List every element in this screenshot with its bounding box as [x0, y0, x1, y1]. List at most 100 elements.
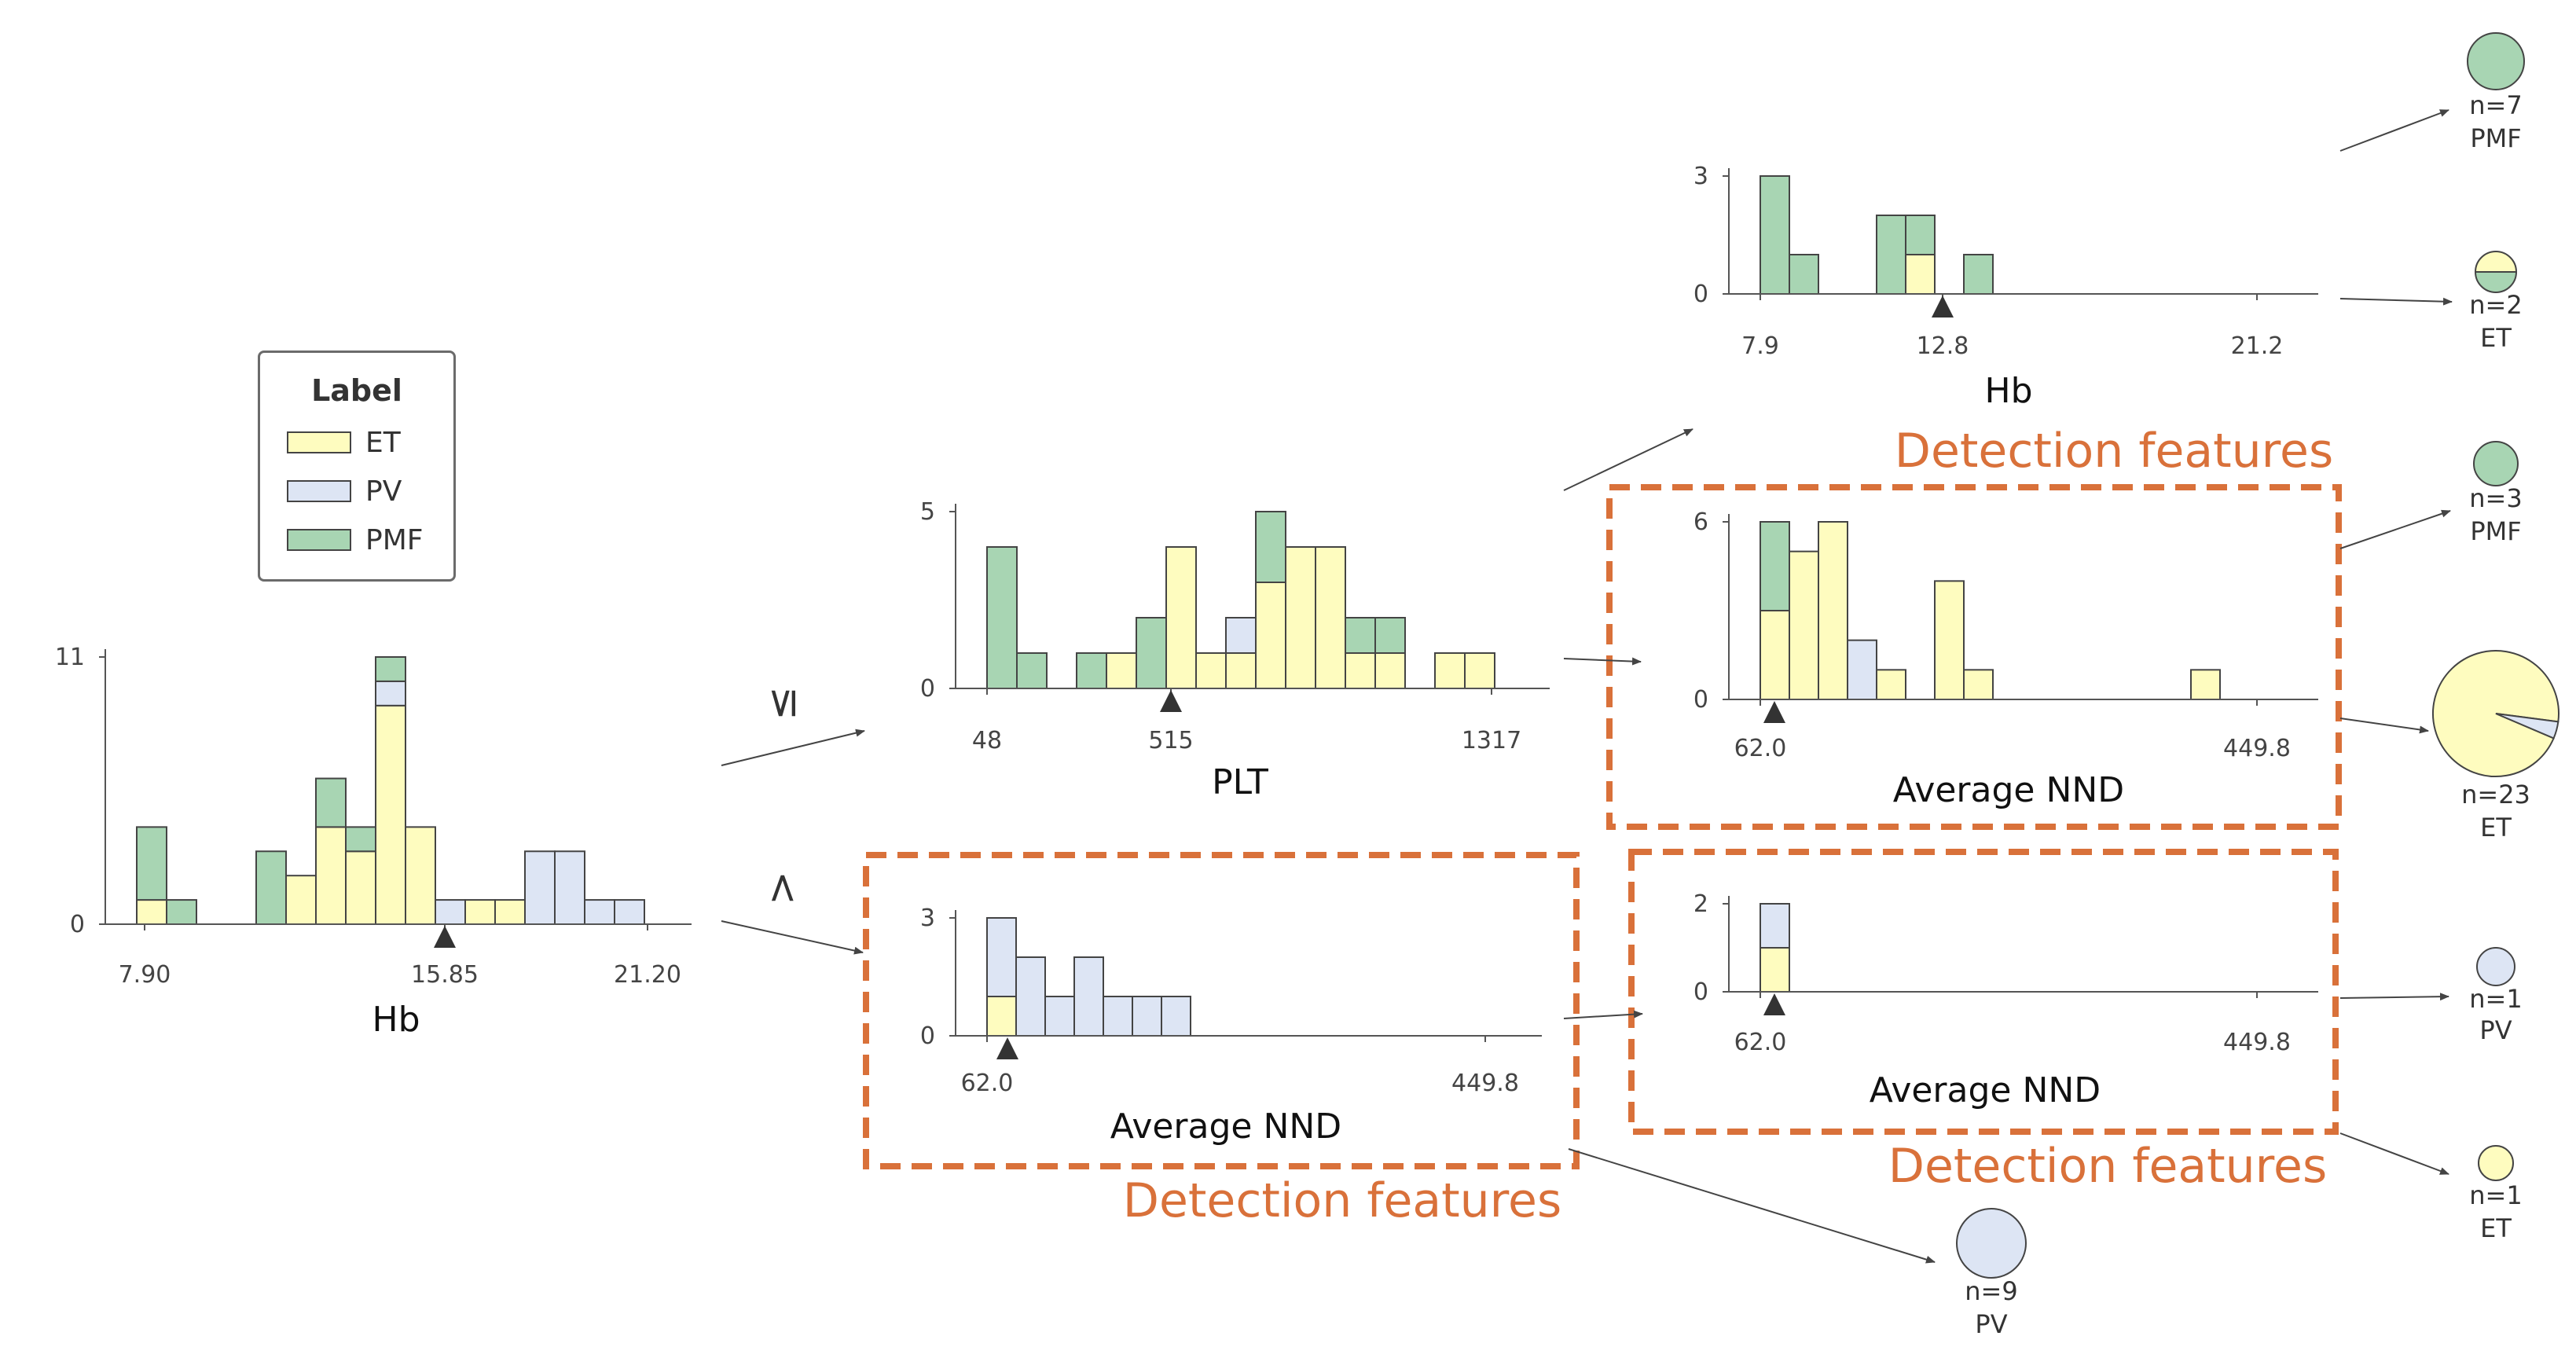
- split-marker-icon: [996, 1037, 1018, 1059]
- leaf-et1-count: n=1: [2469, 1180, 2522, 1210]
- bar-et: [2190, 669, 2221, 700]
- legend-swatch-et: [287, 431, 351, 453]
- legend-item-et: ET: [287, 426, 401, 459]
- detection-features-label-top: Detection features: [1895, 424, 2333, 479]
- x-tick-label: 12.8: [1917, 332, 1969, 360]
- leaf-pmf3-label: PMF: [2470, 516, 2521, 546]
- leaf-pmf3-pie: [2473, 441, 2519, 486]
- edge-hb2-to-leaf-pmf7: [2339, 109, 2449, 152]
- leaf-et2-count: n=2: [2469, 290, 2522, 320]
- y-tick-label: 3: [920, 905, 935, 932]
- leaf-pmf3-count: n=3: [2469, 483, 2522, 513]
- edge-nnd-mid-to-leaf-pmf3: [2339, 509, 2451, 549]
- bar-pv: [1132, 996, 1162, 1037]
- edge-root-to-plt: [721, 729, 865, 766]
- bar-et: [1905, 254, 1936, 295]
- leaf-slice: [2474, 251, 2518, 273]
- leaf-slice: [2473, 441, 2519, 486]
- x-tick-label: 62.0: [1734, 735, 1787, 762]
- leaf-pv9-label: PV: [1975, 1309, 2007, 1339]
- bar-et: [1195, 652, 1227, 689]
- detection-box-low: [1628, 849, 2339, 1135]
- legend-title: Label: [311, 373, 402, 408]
- bar-et: [1106, 652, 1137, 689]
- bar-et: [315, 826, 347, 926]
- bar-pv: [614, 899, 645, 926]
- bar-et: [1963, 669, 1994, 700]
- bar-et: [1255, 582, 1286, 689]
- histogram-nnd-low: 0 2 62.0 449.8 Average NND: [1693, 890, 2318, 1110]
- y-tick-label: 3: [1693, 163, 1708, 190]
- leaf-et1-pie: [2478, 1145, 2514, 1181]
- legend-label-pv: PV: [365, 475, 402, 508]
- bar-pmf: [1789, 254, 1819, 295]
- bar-pmf: [1345, 617, 1376, 654]
- leaf-pv1-pie: [2476, 947, 2515, 986]
- bar-et: [1818, 521, 1848, 700]
- legend-item-pmf: PMF: [287, 523, 424, 556]
- edge-nnd-left-to-leaf-pv9: [1568, 1148, 1936, 1264]
- y-tick-label: 0: [1693, 978, 1708, 1006]
- legend-label-et: ET: [365, 426, 401, 459]
- bar-et: [136, 899, 167, 926]
- bar-pv: [1044, 996, 1075, 1037]
- x-axis-label: PLT: [1212, 762, 1268, 802]
- leaf-pv1-count: n=1: [2469, 984, 2522, 1014]
- bar-pv: [1847, 639, 1877, 701]
- bar-et: [1374, 652, 1406, 689]
- y-tick-label: 5: [920, 498, 935, 526]
- leaf-et23-pie: [2432, 650, 2559, 777]
- edge-plt-to-nnd-mid: [1563, 657, 1642, 666]
- x-tick-label: 515: [1148, 727, 1193, 754]
- x-tick-label: 62.0: [1734, 1029, 1787, 1056]
- leaf-pmf7-label: PMF: [2470, 123, 2521, 153]
- histogram-nnd-mid: 0 6 62.0 449.8 Average NND: [1693, 508, 2318, 810]
- detection-box-left: [863, 852, 1580, 1169]
- edge-label-le: ≤: [758, 686, 805, 721]
- split-marker-icon: [434, 926, 456, 948]
- legend: Label ET PV PMF: [258, 351, 456, 582]
- detection-features-label-left: Detection features: [1123, 1173, 1561, 1228]
- edge-hb2-to-leaf-et2: [2339, 297, 2453, 306]
- edge-plt-to-hb2: [1563, 428, 1693, 491]
- leaf-slice: [1956, 1208, 2027, 1279]
- legend-label-pmf: PMF: [365, 523, 424, 556]
- x-tick-label: 7.9: [1741, 332, 1779, 360]
- bar-pv: [554, 850, 585, 925]
- y-tick-label: 2: [1693, 890, 1708, 918]
- bar-pmf: [1374, 617, 1406, 654]
- bar-pmf: [1760, 175, 1790, 295]
- leaf-pv9-pie: [1956, 1208, 2027, 1279]
- x-axis-label: Average NND: [1870, 1070, 2101, 1110]
- bar-pmf: [315, 777, 347, 828]
- legend-swatch-pmf: [287, 529, 351, 551]
- leaf-slice: [2478, 1145, 2514, 1181]
- x-tick-label: 449.8: [2223, 1029, 2291, 1056]
- leaf-pmf7-count: n=7: [2469, 90, 2522, 120]
- bar-pv: [1161, 996, 1191, 1037]
- bar-pmf: [1905, 215, 1936, 255]
- bar-pmf: [1255, 511, 1286, 583]
- bar-pmf: [375, 656, 406, 682]
- x-tick-label: 21.20: [614, 961, 681, 989]
- split-marker-icon: [1763, 701, 1785, 723]
- leaf-slice: [2495, 713, 2559, 740]
- x-axis-label: Average NND: [1893, 770, 2124, 810]
- y-tick-label: 0: [70, 911, 85, 938]
- y-tick-label: 11: [55, 644, 85, 671]
- edge-nnd-low-to-leaf-pv1: [2339, 993, 2449, 1001]
- bar-pv: [1225, 617, 1257, 654]
- x-axis-label: Hb: [1984, 371, 2032, 411]
- bar-et: [986, 996, 1017, 1037]
- bar-et: [405, 826, 436, 926]
- histogram-hb2: 0 3 7.9 12.8 21.2 Hb: [1693, 163, 2318, 411]
- bar-et: [1876, 669, 1906, 700]
- bar-pv: [986, 917, 1017, 997]
- x-tick-label: 449.8: [2223, 735, 2291, 762]
- y-tick-label: 0: [920, 1022, 935, 1050]
- bar-et: [1789, 550, 1819, 701]
- bar-et: [1345, 652, 1376, 689]
- bar-pv: [1103, 996, 1133, 1037]
- bar-et: [1225, 652, 1257, 689]
- leaf-slice: [2474, 271, 2518, 293]
